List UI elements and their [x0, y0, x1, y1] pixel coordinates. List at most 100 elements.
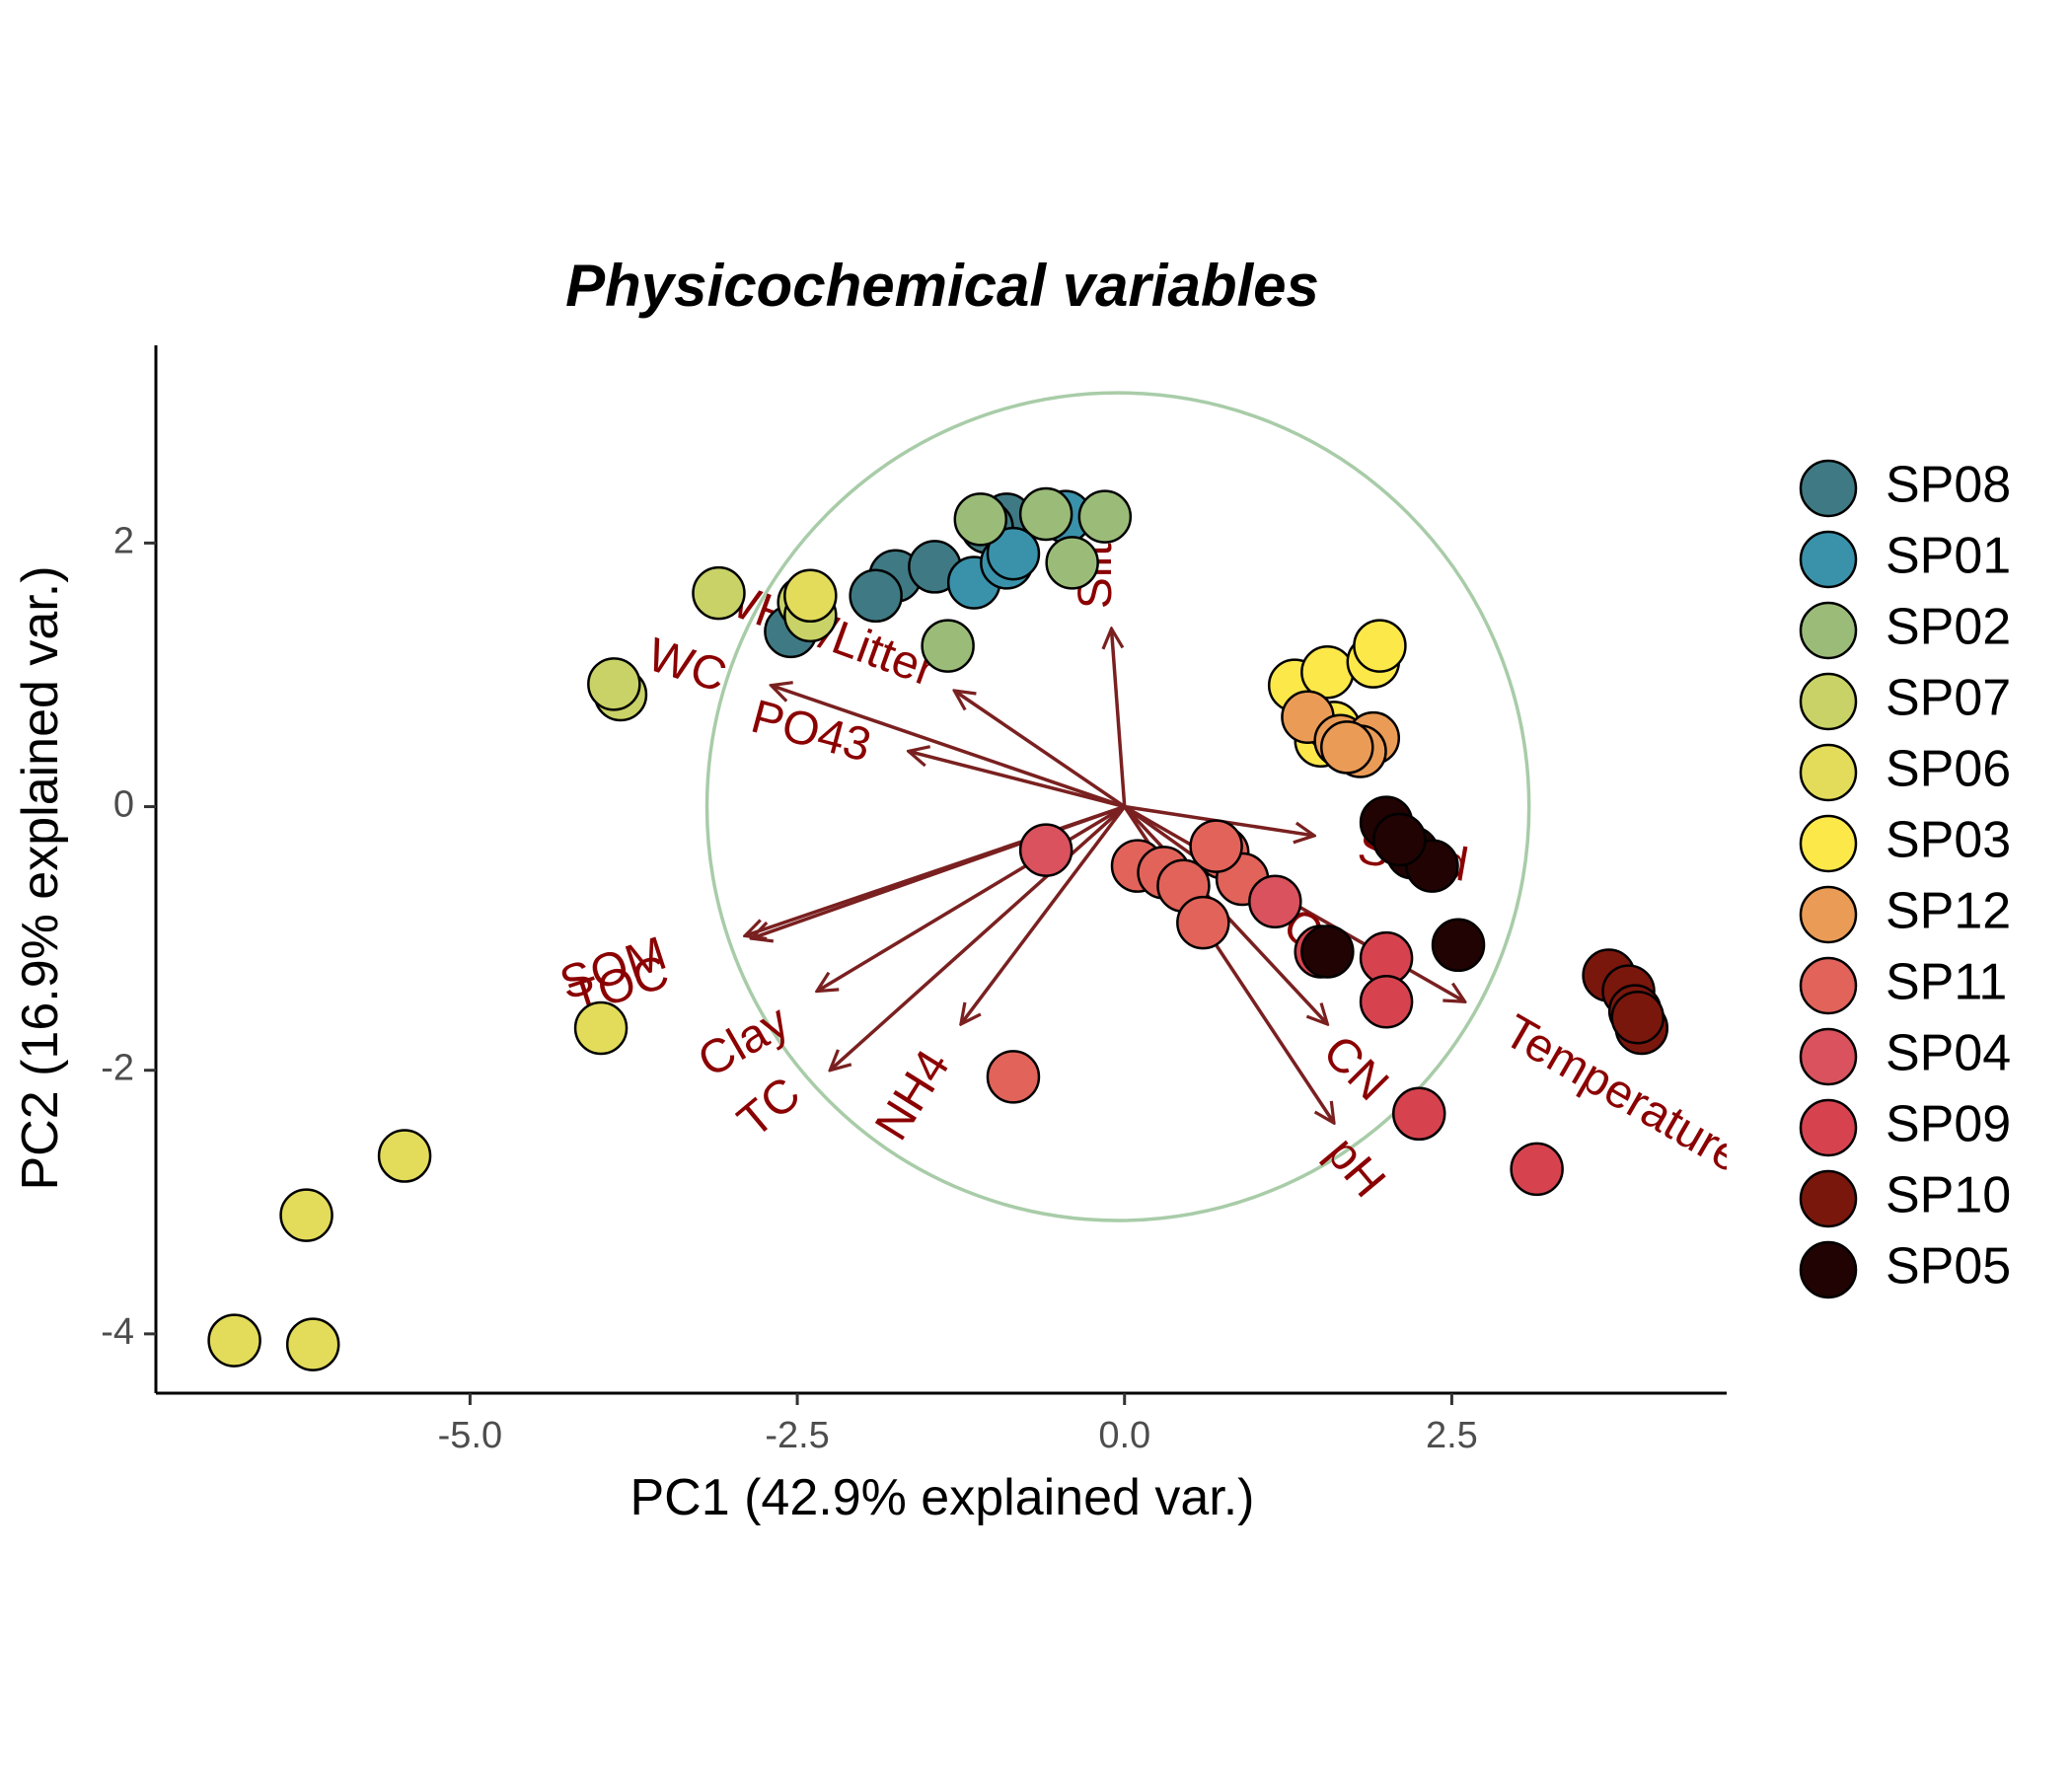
- point-sp09-4: [1510, 1142, 1564, 1197]
- point-sp02-2: [1045, 536, 1099, 590]
- loading-arrow-tc: [830, 805, 1126, 1071]
- point-sp07-2: [587, 657, 641, 711]
- series-sp02: [921, 486, 1133, 673]
- legend-item-sp02: SP02: [1799, 599, 2011, 660]
- point-sp09-3: [1391, 1086, 1446, 1142]
- legend-item-sp03: SP03: [1799, 812, 2011, 873]
- legend-label-sp04: SP04: [1886, 1025, 2011, 1082]
- point-sp04-0: [1018, 823, 1073, 877]
- legend-swatch-sp06: [1799, 743, 1858, 802]
- loading-label-nh4: NH4: [865, 1041, 960, 1149]
- loading-arrow-wc: [772, 686, 1126, 809]
- point-sp02-3: [953, 492, 1008, 547]
- point-sp03-1: [1300, 645, 1355, 700]
- legend-item-sp04: SP04: [1799, 1025, 2011, 1086]
- point-sp06-3: [377, 1129, 432, 1183]
- legend-item-sp10: SP10: [1799, 1167, 2011, 1228]
- legend-item-sp08: SP08: [1799, 457, 2011, 518]
- legend-item-sp01: SP01: [1799, 528, 2011, 589]
- x-axis-label: PC1 (42.9% explained var.): [629, 1469, 1254, 1526]
- legend-item-sp11: SP11: [1799, 954, 2007, 1015]
- point-sp11-7: [986, 1050, 1041, 1104]
- loading-arrow-clay: [817, 805, 1126, 992]
- point-sp06-5: [783, 568, 838, 624]
- plot-content: SiltWHC/LitterWCPO43SandSOMTOCClayTCNH4C…: [207, 391, 1727, 1371]
- point-sp06-2: [279, 1188, 333, 1242]
- loading-label-wc: WC: [641, 629, 732, 703]
- legend-label-sp07: SP07: [1886, 670, 2011, 727]
- legend-label-sp01: SP01: [1886, 528, 2011, 585]
- point-sp01-2: [986, 526, 1041, 581]
- series-sp10: [1582, 948, 1669, 1056]
- legend-label-sp12: SP12: [1886, 883, 2011, 940]
- series-sp04: [1018, 823, 1302, 928]
- point-sp06-0: [207, 1313, 261, 1368]
- legend-swatch-sp10: [1799, 1169, 1858, 1228]
- y-axis-label: PC2 (16.9% explained var.): [12, 565, 69, 1190]
- loading-arrow-silt: [1111, 629, 1127, 807]
- point-sp12-4: [1320, 720, 1374, 775]
- legend-item-sp12: SP12: [1799, 883, 2011, 944]
- point-sp11-3: [1176, 895, 1230, 950]
- point-sp06-4: [573, 1000, 629, 1056]
- legend-swatch-sp11: [1799, 956, 1858, 1015]
- legend-swatch-sp05: [1799, 1240, 1858, 1299]
- y-tick-label-0: -4: [101, 1311, 134, 1353]
- point-sp02-0: [1077, 489, 1133, 544]
- point-sp10-4: [1610, 991, 1665, 1045]
- legend-label-sp11: SP11: [1886, 954, 2007, 1011]
- point-sp09-2: [1359, 975, 1414, 1029]
- point-sp07-0: [692, 565, 746, 621]
- legend-label-sp06: SP06: [1886, 741, 2011, 798]
- legend-item-sp05: SP05: [1799, 1238, 2011, 1299]
- legend-swatch-sp02: [1799, 601, 1858, 660]
- legend-label-sp02: SP02: [1886, 599, 2011, 656]
- legend-item-sp07: SP07: [1799, 670, 2011, 731]
- series-sp11: [986, 819, 1270, 1104]
- point-sp05-4: [1300, 925, 1355, 979]
- legend-label-sp05: SP05: [1886, 1238, 2011, 1295]
- point-sp05-3: [1431, 918, 1486, 973]
- axes: -5.0 -2.5 0.0 2.5 -4 -2 0 2: [101, 345, 1727, 1456]
- legend-swatch-sp03: [1799, 814, 1858, 873]
- correlation-circle: [704, 391, 1531, 1222]
- legend-label-sp03: SP03: [1886, 812, 2011, 869]
- legend-swatch-sp01: [1799, 530, 1858, 589]
- point-sp08-2: [849, 568, 903, 624]
- x-tick-label-1: -2.5: [765, 1415, 829, 1456]
- legend: SP08 SP01 SP02 SP07 SP06 SP03 SP12 SP11 SP04 SP09…: [1799, 457, 2011, 1299]
- point-sp02-1: [1018, 486, 1073, 542]
- point-sp04-1: [1248, 874, 1302, 928]
- legend-item-sp09: SP09: [1799, 1096, 2011, 1157]
- series-sp05: [1300, 795, 1486, 979]
- legend-swatch-sp08: [1799, 459, 1858, 518]
- loading-arrow-nh4: [961, 805, 1127, 1024]
- y-tick-label-1: -2: [101, 1048, 134, 1089]
- loading-arrow-toc: [752, 804, 1126, 939]
- series-sp01: [946, 489, 1093, 610]
- series-sp12: [1281, 690, 1401, 778]
- point-sp05-5: [1372, 812, 1427, 867]
- point-sp11-6: [1189, 819, 1243, 873]
- x-tick-label-0: -5.0: [438, 1415, 502, 1456]
- loading-arrow-whc-litter: [954, 691, 1126, 808]
- loading-label-cn: CN: [1313, 1025, 1399, 1111]
- y-tick-label-2: 0: [113, 784, 134, 826]
- legend-swatch-sp09: [1799, 1098, 1858, 1157]
- series-sp06: [207, 568, 838, 1371]
- loading-arrow-po43: [909, 751, 1126, 809]
- x-tick-label-2: 0.0: [1098, 1415, 1150, 1456]
- legend-swatch-sp04: [1799, 1027, 1858, 1086]
- plot-area: SiltWHC/LitterWCPO43SandSOMTOCClayTCNH4C…: [207, 391, 1727, 1371]
- chart-title: Physicochemical variables: [565, 253, 1319, 319]
- point-sp02-4: [921, 619, 975, 673]
- legend-label-sp09: SP09: [1886, 1096, 2011, 1153]
- y-tick-label-3: 2: [113, 520, 134, 561]
- legend-swatch-sp07: [1799, 672, 1858, 731]
- legend-label-sp08: SP08: [1886, 457, 2011, 514]
- loading-label-ph: pH: [1316, 1128, 1395, 1208]
- legend-label-sp10: SP10: [1886, 1167, 2011, 1224]
- legend-swatch-sp12: [1799, 885, 1858, 944]
- point-sp03-3: [1353, 619, 1407, 673]
